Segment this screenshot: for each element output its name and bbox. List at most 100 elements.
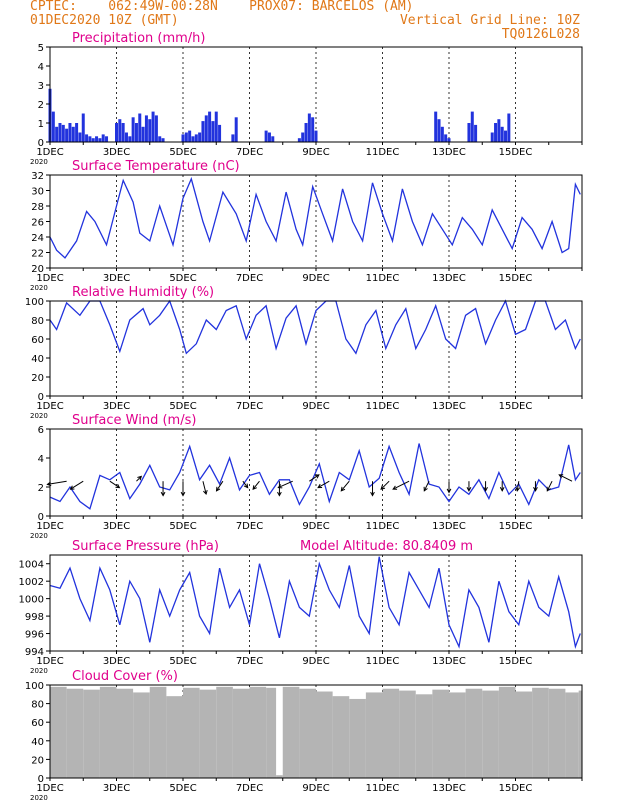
precip-bar <box>214 111 218 142</box>
series-line <box>49 443 581 510</box>
cloud-bar <box>50 686 67 778</box>
x-tick-label: 7DEC <box>236 656 263 667</box>
wind-arrow-head <box>137 475 143 481</box>
header-location: CPTEC: 062:49W-00:28N PROX07: BARCELOS (… <box>30 0 414 14</box>
wind-arrow-head <box>546 486 551 492</box>
panel-title: Cloud Cover (%) <box>72 669 178 684</box>
x-tick-label: 3DEC <box>103 783 130 794</box>
precip-bar <box>470 111 474 142</box>
x-tick-label: 3DEC <box>103 273 130 284</box>
cloud-bar <box>276 775 283 778</box>
wind-arrow <box>516 481 520 491</box>
precip-bar <box>91 138 95 142</box>
cloud-bar <box>349 698 366 778</box>
x-tick-label: 11DEC <box>366 521 400 532</box>
panel-title: Relative Humidity (%) <box>72 285 214 300</box>
y-tick-label: 4 <box>38 62 44 73</box>
wind-arrow-head <box>180 491 186 497</box>
panel-3 <box>46 428 583 519</box>
y-tick-label: 0 <box>38 392 44 403</box>
precip-bar <box>184 132 188 142</box>
wind-arrow <box>216 480 224 492</box>
x-tick-label: 13DEC <box>432 783 466 794</box>
x-tick-label: 7DEC <box>236 783 263 794</box>
y-tick-label: 1002 <box>19 577 44 588</box>
wind-arrow <box>242 480 249 488</box>
series-line <box>49 176 581 259</box>
wind-arrow <box>380 480 390 490</box>
y-tick-label: 100 <box>25 297 44 308</box>
precip-bar <box>494 123 498 142</box>
cloud-bar <box>99 686 117 778</box>
cloud-bar <box>399 690 416 778</box>
wind-arrow-head <box>446 488 452 494</box>
wind-arrow <box>202 481 207 495</box>
precip-bar <box>98 138 102 142</box>
x-tick-label: 3DEC <box>103 521 130 532</box>
y-tick-label: 100 <box>25 681 44 692</box>
year-label: 2020 <box>30 284 48 292</box>
precip-bar <box>181 134 185 142</box>
cloud-bar <box>216 686 233 778</box>
x-tick-label: 5DEC <box>169 783 196 794</box>
x-tick-label: 3DEC <box>103 401 130 412</box>
x-tick-label: 1DEC <box>36 783 63 794</box>
y-tick-label: 0 <box>38 774 44 785</box>
x-tick-label: 5DEC <box>169 273 196 284</box>
precip-bar <box>138 113 142 142</box>
cloud-bar <box>578 690 582 778</box>
precip-bar <box>81 113 85 142</box>
wind-arrow-head <box>340 486 346 492</box>
y-tick-label: 6 <box>38 425 44 436</box>
year-label: 2020 <box>30 532 48 540</box>
precip-bar <box>297 138 301 142</box>
precip-bar <box>151 111 155 142</box>
wind-arrow <box>136 476 142 482</box>
y-tick-label: 3 <box>38 81 44 92</box>
x-tick-label: 3DEC <box>103 656 130 667</box>
precip-bar <box>267 132 271 142</box>
x-tick-label: 15DEC <box>499 656 533 667</box>
cloud-bar <box>482 690 499 778</box>
x-tick-label: 13DEC <box>432 273 466 284</box>
precip-bar <box>101 134 105 142</box>
wind-arrow-head <box>243 483 249 489</box>
wind-arrow-head <box>314 474 320 479</box>
precip-bar <box>231 134 235 142</box>
precip-bar <box>194 134 198 142</box>
precip-bar <box>131 117 135 142</box>
precip-bar <box>500 126 504 142</box>
panel-title: Surface Temperature (nC) <box>72 159 240 174</box>
cloud-bar <box>133 692 150 778</box>
precip-bar <box>88 136 92 142</box>
precip-bar <box>307 113 311 142</box>
precip-bar <box>158 136 162 142</box>
y-tick-label: 20 <box>31 373 44 384</box>
precip-bar <box>161 138 165 142</box>
x-tick-label: 5DEC <box>169 521 196 532</box>
wind-arrow-head <box>558 474 564 479</box>
cloud-bar <box>282 686 300 778</box>
precip-bar <box>124 132 128 142</box>
header-run-id: TQ0126L028 <box>501 27 580 42</box>
wind-arrow-head <box>483 487 488 492</box>
precip-bar <box>311 117 315 142</box>
x-tick-label: 9DEC <box>302 521 329 532</box>
precip-bar <box>51 111 55 142</box>
panel-title: Surface Wind (m/s) <box>72 413 196 428</box>
precip-bar <box>128 136 132 142</box>
precip-bar <box>507 113 511 142</box>
precip-bar <box>271 136 275 142</box>
wind-arrow <box>317 480 330 489</box>
precip-bar <box>437 119 441 142</box>
panel-title: Surface Pressure (hPa) <box>72 539 219 554</box>
precip-bar <box>434 111 438 142</box>
y-tick-label: 40 <box>31 354 44 365</box>
wind-arrow <box>309 474 320 482</box>
cloud-bar <box>565 692 579 778</box>
y-tick-label: 32 <box>31 171 44 182</box>
x-tick-label: 1DEC <box>36 273 63 284</box>
wind-arrow-head <box>160 491 166 497</box>
cloud-bar <box>232 688 250 778</box>
precip-bar <box>134 123 138 142</box>
